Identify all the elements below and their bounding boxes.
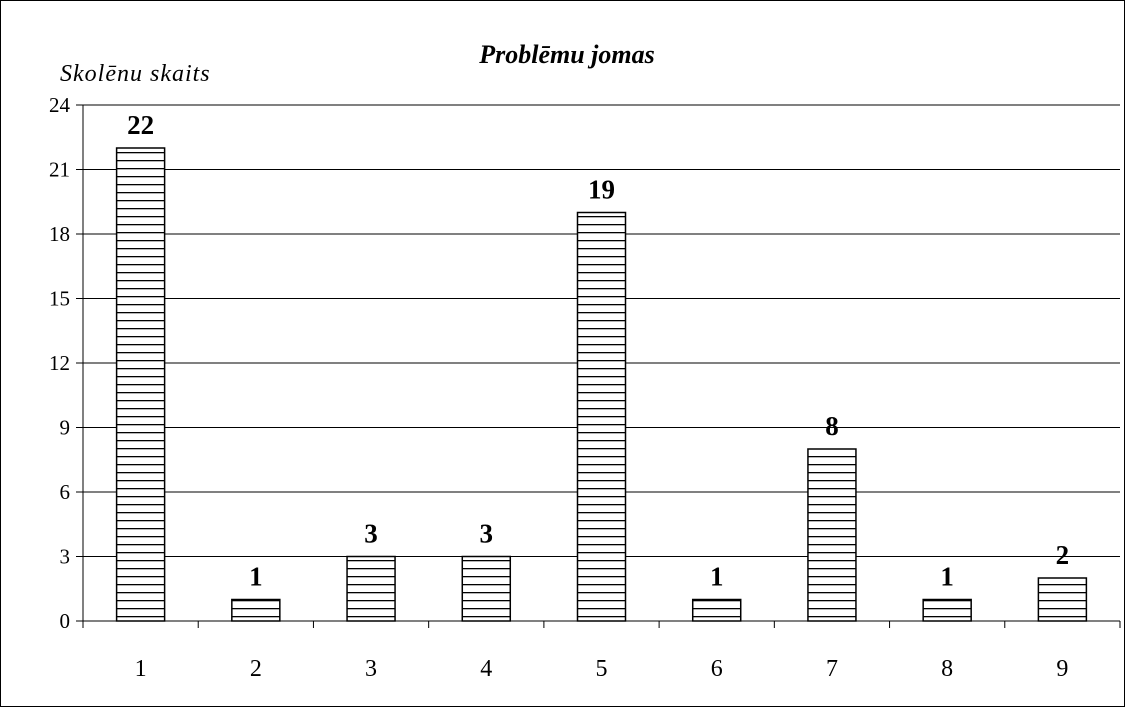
x-tick-label-5: 5 xyxy=(596,656,608,682)
axes xyxy=(82,105,1120,622)
x-axis-ticks: 1 2 3 4 5 6 7 8 9 xyxy=(82,621,1121,682)
bar-1 xyxy=(115,147,166,622)
x-tick-label-8: 8 xyxy=(941,656,953,682)
data-label-5: 19 xyxy=(588,175,615,205)
x-tick-label-2: 2 xyxy=(250,656,262,682)
y-axis-label: Skolēnu skaits xyxy=(60,61,211,87)
data-label-9: 2 xyxy=(1056,540,1070,570)
x-tick-label-6: 6 xyxy=(711,656,723,682)
data-label-2: 1 xyxy=(249,562,263,592)
bar-4 xyxy=(461,555,512,622)
x-tick-label-4: 4 xyxy=(480,656,492,682)
x-tick-label-1: 1 xyxy=(135,656,147,682)
bars xyxy=(115,147,1088,622)
data-label-8: 1 xyxy=(940,562,954,592)
chart-title: Problēmu jomas xyxy=(478,40,655,69)
bar-8 xyxy=(922,598,972,622)
bar-2 xyxy=(231,598,281,622)
y-tick-label: 0 xyxy=(60,609,71,633)
x-tick-label-3: 3 xyxy=(365,656,377,682)
y-tick-label: 21 xyxy=(49,158,70,182)
data-label-1: 22 xyxy=(127,110,154,140)
data-labels: 22 1 3 3 19 1 8 1 2 xyxy=(127,110,1069,592)
x-tick-label-9: 9 xyxy=(1056,656,1068,682)
bar-9 xyxy=(1037,577,1088,622)
y-tick-label: 24 xyxy=(49,93,71,117)
bar-5 xyxy=(576,211,627,622)
y-tick-label: 3 xyxy=(60,545,71,569)
bar-3 xyxy=(346,555,396,622)
bar-6 xyxy=(691,598,742,622)
x-tick-label-7: 7 xyxy=(826,656,838,682)
y-tick-label: 18 xyxy=(49,222,70,246)
y-tick-label: 15 xyxy=(49,287,70,311)
bar-7 xyxy=(807,448,857,622)
data-label-7: 8 xyxy=(825,411,839,441)
y-axis-ticks: 0 3 6 9 12 15 18 21 24 xyxy=(49,93,83,633)
y-tick-label: 12 xyxy=(49,351,70,375)
y-tick-label: 6 xyxy=(60,480,71,504)
y-tick-label: 9 xyxy=(60,416,71,440)
gridlines xyxy=(83,104,1120,557)
data-label-4: 3 xyxy=(480,519,494,549)
data-label-6: 1 xyxy=(710,562,724,592)
data-label-3: 3 xyxy=(364,519,378,549)
